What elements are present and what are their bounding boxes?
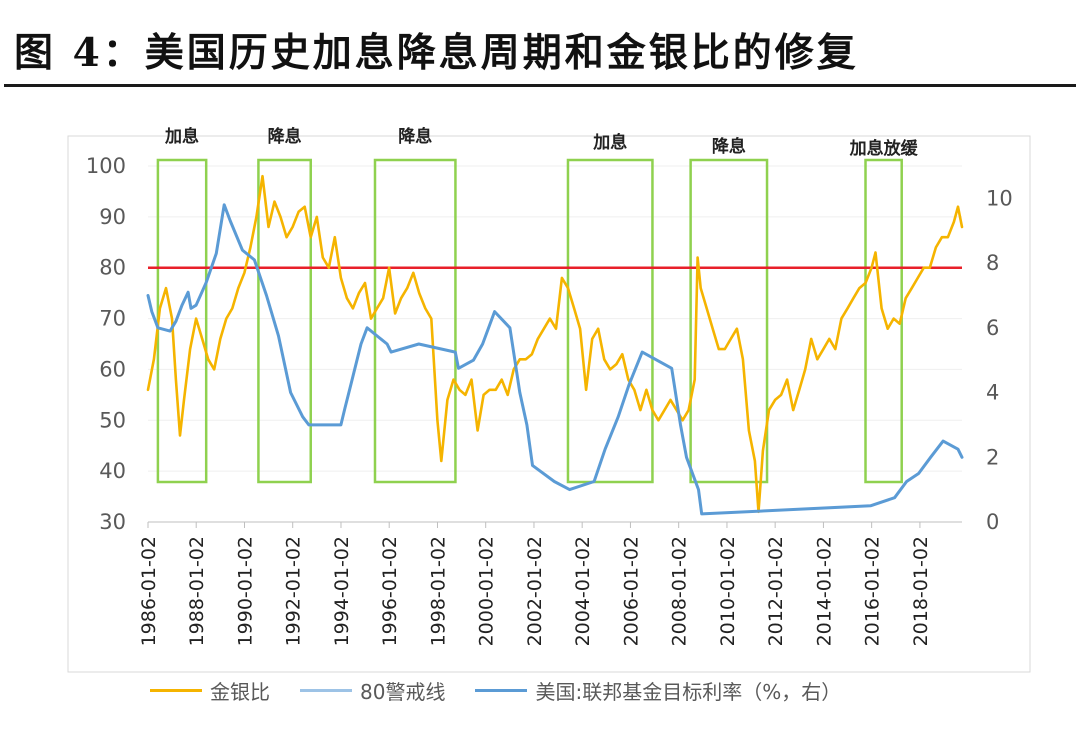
annotation-box (257, 158, 312, 484)
y-left-tick-label: 100 (86, 154, 126, 178)
y-left-tick-label: 30 (99, 510, 126, 534)
grid (148, 165, 962, 472)
x-tick-label: 2010-01-02 (717, 536, 739, 646)
annotation-label: 加息放缓 (849, 138, 919, 159)
x-tick-label: 2016-01-02 (862, 536, 884, 646)
x-tick-label: 1986-01-02 (138, 536, 160, 646)
legend-label-ratio: 金银比 (210, 680, 270, 704)
y-left-tick-label: 50 (99, 408, 126, 432)
series-lines (146, 174, 964, 516)
x-tick-label: 1994-01-02 (331, 536, 353, 646)
y-right-tick-label: 2 (986, 445, 999, 469)
annotation-box (156, 158, 208, 484)
series-line-fed-rate (146, 203, 964, 516)
x-tick-label: 2014-01-02 (813, 536, 835, 646)
y-left-tick-label: 40 (99, 459, 126, 483)
y-right-tick-label: 4 (986, 381, 999, 405)
annotation-label: 降息 (398, 126, 432, 147)
annotation-boxes: 加息 降息 降息 加息 降息 加息放缓 (156, 126, 919, 484)
legend-label-rate: 美国:联邦基金目标利率（%，右） (535, 680, 842, 704)
x-tick-label: 2008-01-02 (669, 536, 691, 646)
x-tick-label: 2006-01-02 (620, 536, 642, 646)
annotation-label: 加息 (164, 126, 199, 147)
title-divider (4, 84, 1076, 87)
page-title: 图 4：美国历史加息降息周期和金银比的修复 (14, 30, 859, 76)
plot-frame (67, 135, 1031, 673)
annotation-box (373, 158, 457, 484)
annotation-label: 降息 (268, 126, 302, 147)
y-right-tick-label: 8 (986, 251, 999, 275)
x-tick-label: 2004-01-02 (572, 536, 594, 646)
y-left-tick-label: 80 (99, 256, 126, 280)
legend-item-rate: 美国:联邦基金目标利率（%，右） (475, 676, 841, 705)
x-tick-label: 1992-01-02 (283, 536, 305, 646)
legend: 金银比 80警戒线 美国:联邦基金目标利率（%，右） (150, 676, 871, 705)
legend-item-warning: 80警戒线 (300, 676, 445, 705)
series-line-gold-silver-ratio (146, 174, 964, 514)
annotation-box (566, 158, 654, 484)
y-right-tick-label: 10 (986, 186, 1013, 210)
legend-label-warning: 80警戒线 (360, 680, 446, 704)
x-tick-label: 1996-01-02 (379, 536, 401, 646)
x-tick-label: 1988-01-02 (186, 536, 208, 646)
legend-swatch-warning (300, 689, 352, 692)
legend-swatch-ratio (150, 689, 202, 692)
y-left-tick-label: 70 (99, 307, 126, 331)
y-left-tick-label: 90 (99, 205, 126, 229)
annotation-box (864, 158, 903, 484)
y-left-tick-label: 60 (99, 357, 126, 381)
x-tick-label: 2018-01-02 (910, 536, 932, 646)
axes: 30 40 50 60 70 80 90 100 0 2 4 6 8 10 1986-01-02 1988-0… (86, 154, 1013, 646)
legend-swatch-rate (475, 689, 528, 692)
y-right-tick-label: 6 (986, 316, 999, 340)
x-tick-label: 2002-01-02 (524, 536, 546, 646)
x-tick-label: 2000-01-02 (476, 536, 498, 646)
annotation-label: 加息 (592, 132, 627, 153)
x-tick-label: 2012-01-02 (765, 536, 787, 646)
legend-item-ratio: 金银比 (150, 676, 270, 705)
y-right-tick-label: 0 (986, 510, 999, 534)
x-tick-label: 1990-01-02 (234, 536, 256, 646)
annotation-box (689, 158, 769, 484)
annotation-label: 降息 (712, 136, 746, 157)
x-tick-label: 1998-01-02 (427, 536, 449, 646)
